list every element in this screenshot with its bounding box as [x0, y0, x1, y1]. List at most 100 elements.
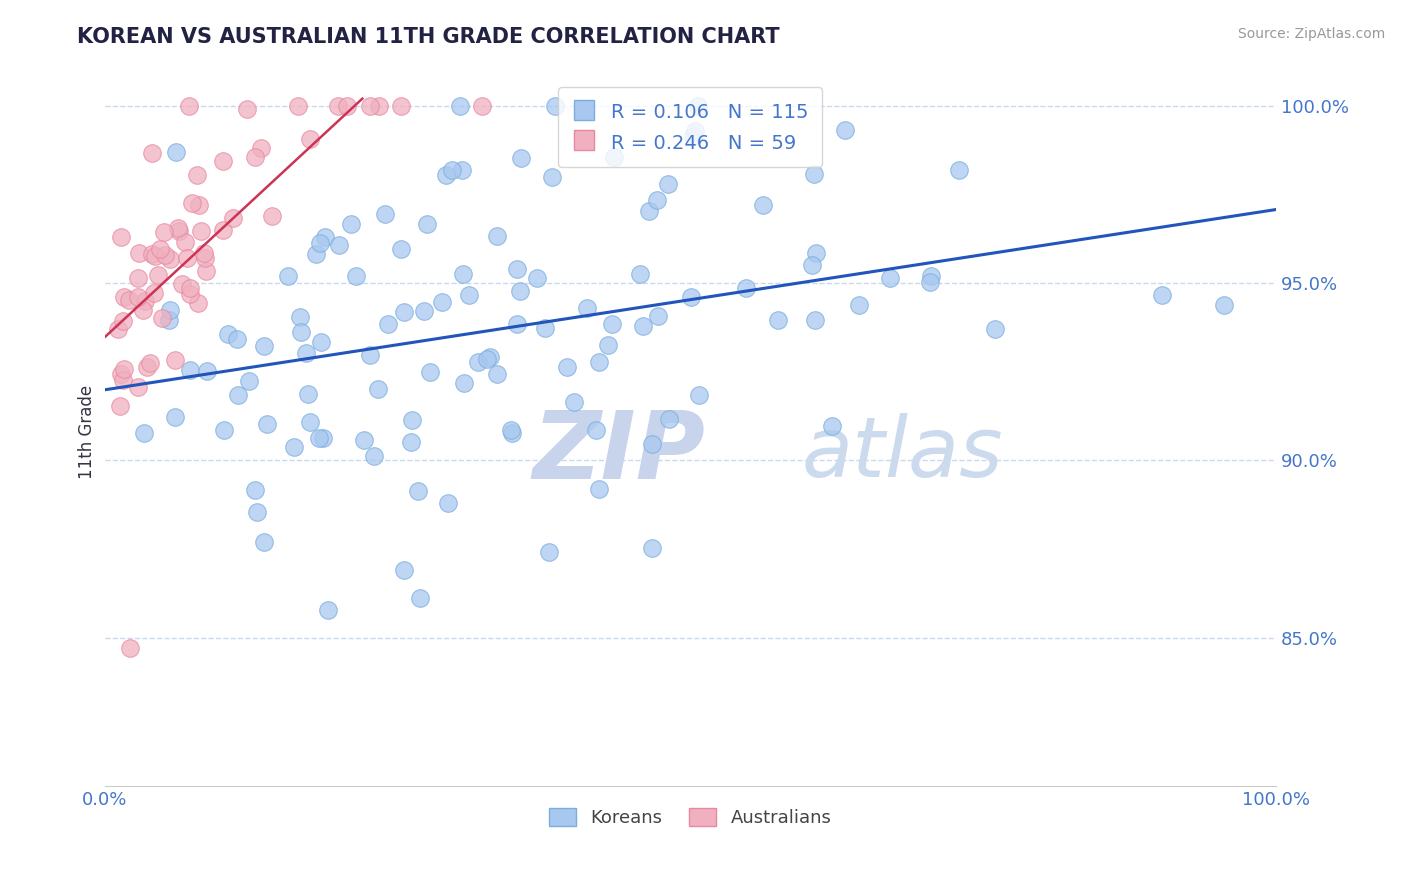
Point: [509, 151, 531, 165]
Point: [180, 196, 202, 211]
Point: [149, 242, 172, 256]
Point: [159, 302, 181, 317]
Point: [179, 287, 201, 301]
Point: [506, 261, 529, 276]
Point: [562, 395, 585, 409]
Point: [641, 541, 664, 555]
Point: [647, 309, 669, 323]
Point: [179, 281, 201, 295]
Point: [374, 207, 396, 221]
Point: [211, 153, 233, 168]
Point: [598, 338, 620, 352]
Point: [110, 367, 132, 381]
Point: [187, 296, 209, 310]
Point: [540, 169, 562, 184]
Point: [834, 123, 856, 137]
Point: [389, 99, 412, 113]
Point: [804, 246, 827, 260]
Point: [467, 355, 489, 369]
Point: [406, 483, 429, 498]
Point: [167, 223, 190, 237]
Point: [416, 217, 439, 231]
Point: [430, 295, 453, 310]
Point: [657, 177, 679, 191]
Point: [107, 322, 129, 336]
Point: [682, 128, 704, 143]
Point: [335, 99, 357, 113]
Point: [588, 355, 610, 369]
Point: [392, 304, 415, 318]
Point: [399, 434, 422, 449]
Point: [477, 351, 499, 366]
Y-axis label: 11th Grade: 11th Grade: [79, 384, 96, 479]
Point: [328, 238, 350, 252]
Point: [803, 167, 825, 181]
Point: [179, 363, 201, 377]
Point: [305, 247, 328, 261]
Point: [212, 424, 235, 438]
Point: [434, 168, 457, 182]
Point: [294, 346, 316, 360]
Point: [308, 430, 330, 444]
Point: [176, 252, 198, 266]
Point: [879, 271, 901, 285]
Point: [555, 360, 578, 375]
Point: [588, 483, 610, 497]
Point: [298, 132, 321, 146]
Point: [146, 268, 169, 282]
Point: [471, 99, 494, 113]
Point: [983, 322, 1005, 336]
Point: [112, 362, 135, 376]
Point: [290, 325, 312, 339]
Point: [277, 268, 299, 283]
Point: [283, 440, 305, 454]
Point: [190, 224, 212, 238]
Point: [685, 124, 707, 138]
Point: [534, 320, 557, 334]
Point: [326, 99, 349, 113]
Point: [134, 425, 156, 440]
Point: [485, 228, 508, 243]
Point: [340, 217, 363, 231]
Point: [243, 150, 266, 164]
Point: [172, 277, 194, 292]
Point: [110, 230, 132, 244]
Point: [309, 335, 332, 350]
Point: [316, 603, 339, 617]
Point: [413, 303, 436, 318]
Point: [128, 246, 150, 260]
Point: [250, 141, 273, 155]
Point: [688, 388, 710, 402]
Text: atlas: atlas: [801, 413, 1004, 494]
Point: [575, 301, 598, 315]
Point: [127, 271, 149, 285]
Point: [436, 496, 458, 510]
Point: [526, 271, 548, 285]
Point: [368, 99, 391, 113]
Point: [363, 449, 385, 463]
Point: [222, 211, 245, 225]
Legend: Koreans, Australians: Koreans, Australians: [541, 800, 839, 834]
Point: [918, 275, 941, 289]
Point: [195, 263, 218, 277]
Point: [509, 284, 531, 298]
Point: [238, 374, 260, 388]
Point: [367, 382, 389, 396]
Point: [260, 209, 283, 223]
Point: [297, 386, 319, 401]
Point: [499, 423, 522, 437]
Point: [1152, 287, 1174, 301]
Point: [309, 235, 332, 250]
Point: [821, 419, 844, 434]
Point: [394, 563, 416, 577]
Point: [751, 198, 773, 212]
Point: [120, 641, 142, 656]
Point: [401, 413, 423, 427]
Point: [112, 290, 135, 304]
Point: [287, 99, 309, 113]
Point: [603, 150, 626, 164]
Point: [141, 247, 163, 261]
Point: [801, 258, 824, 272]
Point: [195, 364, 218, 378]
Point: [734, 281, 756, 295]
